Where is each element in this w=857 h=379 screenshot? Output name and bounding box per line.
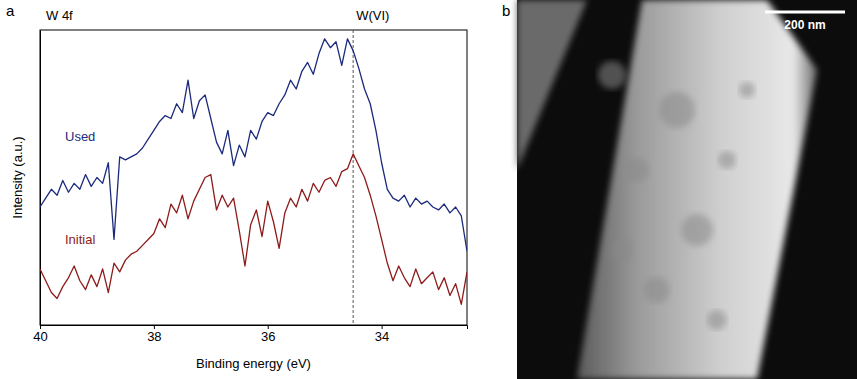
x-tick: 34 xyxy=(375,325,389,344)
plot-frame xyxy=(40,30,467,325)
x-tick-label: 38 xyxy=(147,329,161,344)
micrograph-particle xyxy=(598,61,626,89)
series-label: Used xyxy=(65,129,95,144)
x-axis-title: Binding energy (eV) xyxy=(196,356,311,371)
x-tick-label: 36 xyxy=(261,329,275,344)
panel-label: b xyxy=(502,2,510,19)
micrograph-particle xyxy=(625,158,649,182)
micrograph-particle xyxy=(659,92,695,128)
series-line xyxy=(40,39,467,251)
figure: a 40 38 36 34 Binding energy (eV) Intensity (a… xyxy=(0,0,857,379)
micrograph-particle xyxy=(718,151,736,169)
series-line xyxy=(40,154,467,304)
x-tick: 38 xyxy=(147,325,161,344)
micrograph-left-glow xyxy=(517,0,587,170)
x-tick-label: 34 xyxy=(375,329,389,344)
y-axis-title: Intensity (a.u.) xyxy=(10,136,25,218)
x-axis: 40 38 36 34 xyxy=(33,325,467,344)
micrograph-particle xyxy=(707,310,727,330)
annotation-label: W(VI) xyxy=(356,8,389,23)
reference-line xyxy=(353,30,354,325)
chart-title: W 4f xyxy=(46,8,73,23)
scale-bar xyxy=(765,11,845,14)
micrograph-particle xyxy=(739,82,755,98)
scale-bar-label: 200 nm xyxy=(784,18,825,32)
micrograph-particle xyxy=(611,239,633,261)
micrograph-background xyxy=(517,0,857,379)
x-tick: 40 xyxy=(33,325,47,344)
plot-area xyxy=(40,30,467,325)
x-tick-label: 40 xyxy=(33,329,47,344)
y-axis-line xyxy=(40,31,41,326)
x-tick: 36 xyxy=(261,325,275,344)
micrograph xyxy=(517,0,857,379)
series-label: Initial xyxy=(65,232,95,247)
micrograph-fiber xyxy=(577,0,817,379)
micrograph-particle xyxy=(681,214,713,246)
y-axis xyxy=(40,31,41,326)
micrograph-particle xyxy=(644,277,670,303)
panel-label: a xyxy=(6,2,15,19)
x-axis-line xyxy=(41,326,468,330)
